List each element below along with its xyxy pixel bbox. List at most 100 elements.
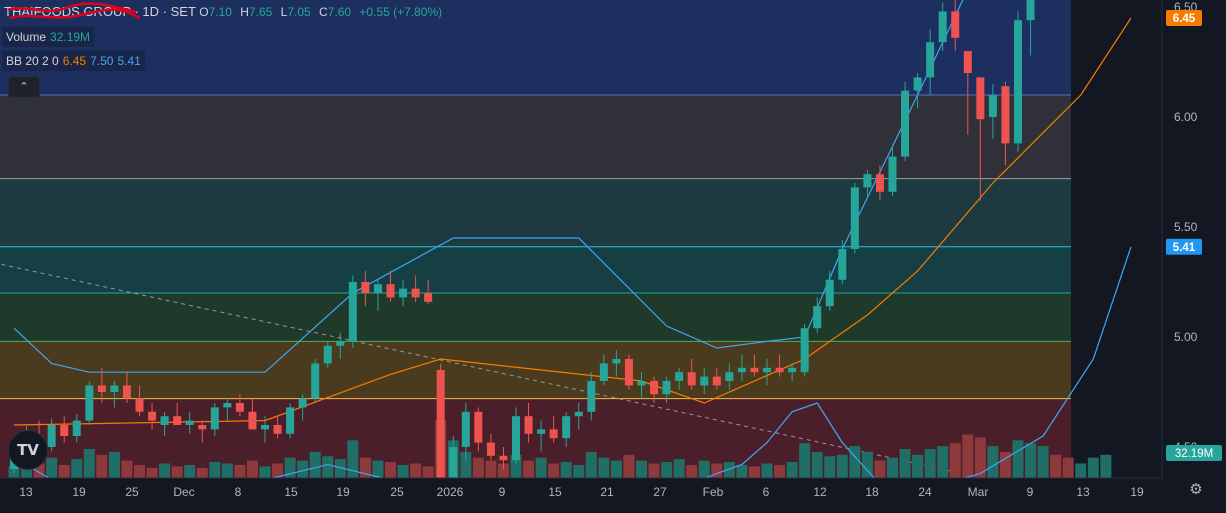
volume-bar	[623, 454, 635, 478]
volume-bar	[510, 454, 522, 478]
volume-bar	[1062, 457, 1074, 478]
volume-bar	[372, 460, 384, 478]
volume-bar	[108, 451, 120, 478]
volume-bar	[548, 463, 560, 478]
candle-body	[298, 398, 307, 408]
candle-body	[210, 407, 219, 430]
candle-body	[963, 51, 972, 73]
time-tick-label: 19	[336, 485, 350, 499]
time-tick-label: 12	[813, 485, 827, 499]
candle-body	[549, 429, 558, 439]
candle-body	[386, 284, 395, 298]
time-tick-label: Mar	[968, 485, 989, 499]
candle-body	[712, 376, 721, 386]
candle-body	[135, 398, 144, 412]
volume-bar	[887, 457, 898, 478]
candle-body	[838, 249, 847, 280]
time-tick-label: 21	[600, 485, 614, 499]
candle-body	[72, 420, 81, 436]
time-tick-label: 19	[1130, 485, 1144, 499]
bb-basis-line	[13, 17, 1132, 426]
volume-bar	[736, 464, 748, 478]
candle-body	[399, 288, 408, 298]
bb-upper-line	[13, 0, 964, 373]
volume-bar	[33, 463, 45, 478]
candle-body	[185, 420, 194, 425]
redaction-scribble	[7, 2, 141, 20]
volume-bar	[385, 462, 396, 478]
candle-body	[85, 385, 94, 421]
candle-body	[700, 376, 709, 386]
time-tick-label: 9	[499, 485, 506, 499]
candle-body	[286, 407, 295, 434]
candle-body	[662, 381, 671, 395]
volume-bar	[397, 464, 409, 478]
high-label: H	[240, 5, 249, 19]
candle-body	[850, 187, 859, 249]
volume-bar	[912, 454, 924, 478]
volume-bar	[774, 464, 786, 478]
candle-body	[97, 385, 106, 392]
fib-zone	[0, 178, 1071, 247]
candle-body	[863, 174, 872, 188]
candle-body	[587, 381, 596, 412]
volume-bar	[610, 460, 622, 478]
volume-bar	[786, 462, 798, 478]
candle-body	[474, 411, 483, 443]
volume-bar	[723, 462, 735, 478]
candle-body	[825, 279, 834, 307]
volume-bar	[196, 467, 208, 478]
volume-bar	[46, 457, 58, 478]
candle-body	[888, 156, 897, 192]
candle-body	[411, 288, 420, 298]
price-tag-label: 6.45	[1173, 13, 1196, 25]
candle-body	[148, 411, 157, 421]
time-tick-label: 25	[125, 485, 139, 499]
candle-body	[436, 370, 445, 491]
volume-bar	[297, 460, 309, 478]
volume-bar	[987, 446, 999, 478]
candle-body	[574, 411, 583, 417]
candle-body	[788, 367, 797, 373]
volume-bar	[698, 460, 710, 478]
candle-body	[122, 385, 131, 399]
gear-icon[interactable]: ⚙	[1189, 481, 1203, 498]
candle-body	[1001, 86, 1010, 144]
candle-body	[348, 282, 357, 342]
price-axis-background	[1162, 0, 1226, 513]
tradingview-logo[interactable]: TV	[8, 430, 48, 470]
volume-bar	[347, 440, 359, 478]
bb-basis-value: 6.45	[62, 54, 87, 68]
candle-body	[323, 345, 332, 364]
candle-body	[913, 77, 922, 91]
volume-bar	[71, 459, 83, 478]
bb-legend[interactable]: BB 20 2 0 6.45 7.50 5.41	[2, 51, 145, 71]
volume-bar	[460, 451, 472, 478]
candle-body	[361, 282, 370, 293]
volume-tag-label: 32.19M	[1175, 448, 1213, 460]
candle-body	[624, 359, 633, 386]
candle-body	[524, 416, 533, 434]
fib-zone	[0, 293, 1071, 342]
volume-bar	[1012, 440, 1024, 478]
volume-bar	[209, 462, 221, 478]
candle-body	[637, 381, 646, 386]
price-tag	[1166, 10, 1202, 26]
open-label: O	[199, 5, 209, 19]
chevron-up-icon[interactable]: ⌃	[8, 76, 40, 98]
price-tag-label: 5.41	[1173, 242, 1196, 254]
volume-legend[interactable]: Volume 32.19M	[2, 27, 95, 47]
volume-bar	[711, 463, 723, 478]
candle-body	[737, 367, 746, 373]
candle-body	[311, 363, 320, 399]
time-tick-label: Dec	[173, 485, 194, 499]
time-tick-label: 9	[1027, 485, 1034, 499]
volume-bar	[661, 462, 673, 478]
time-tick-label: 24	[918, 485, 932, 499]
price-tick-label: 5.50	[1174, 220, 1198, 234]
candle-body	[373, 284, 382, 293]
candle-body	[750, 367, 759, 373]
volume-bar	[1075, 463, 1087, 478]
